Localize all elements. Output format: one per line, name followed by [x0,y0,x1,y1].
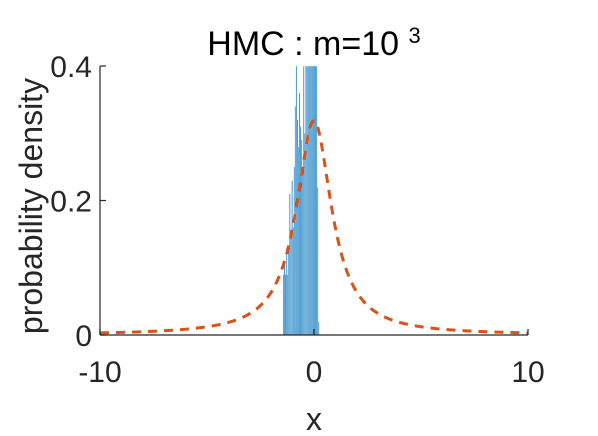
x-tick-label: 10 [511,356,544,389]
y-tick-label: 0 [75,320,92,353]
y-tick-label: 0.2 [50,186,92,219]
chart-title-superscript: 3 [408,23,420,48]
x-tick-label: 0 [306,356,323,389]
y-tick-label: 0.4 [50,51,92,84]
x-tick-label: -10 [78,356,121,389]
y-axis-label: probability density [13,78,49,334]
chart-title: HMC : m=10 3 [207,23,420,63]
density-curve [99,119,529,335]
x-axis-label: x [306,401,322,436]
histogram-bar [317,186,319,336]
plot-layer [99,65,529,336]
histogram-bar [318,321,320,336]
chart-title-main: HMC : m=10 [207,25,399,63]
